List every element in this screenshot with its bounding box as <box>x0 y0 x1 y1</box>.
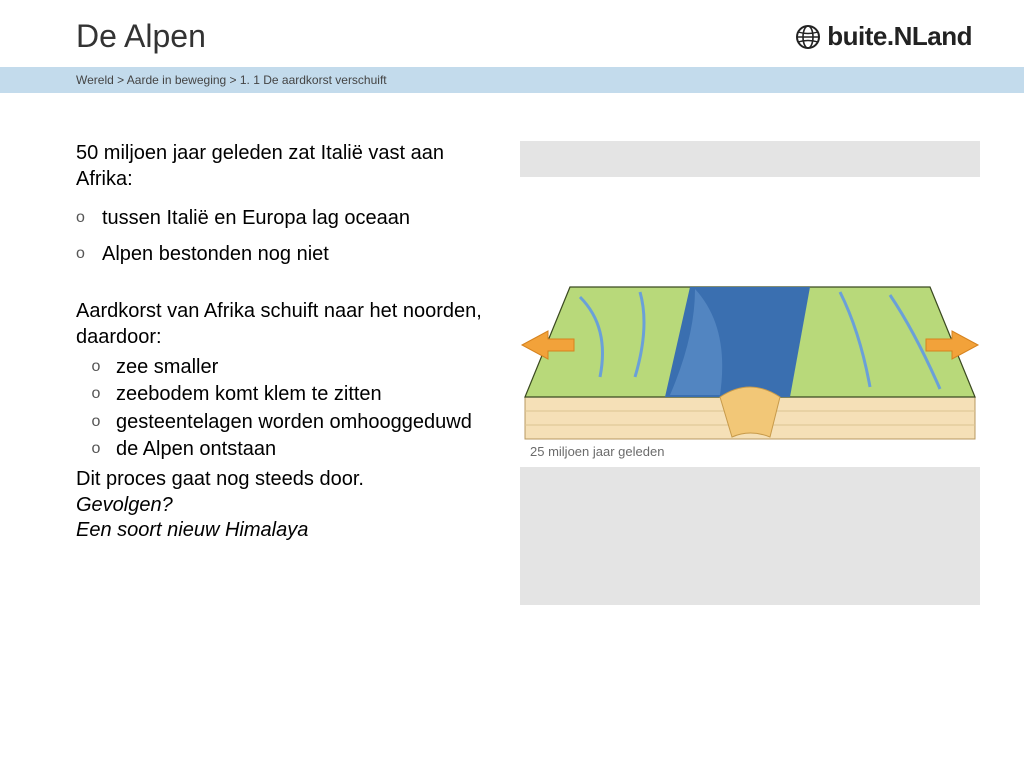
bullet-marker: o <box>76 206 102 228</box>
bullet-text: gesteentelagen worden omhooggeduwd <box>116 410 472 436</box>
bullet-text: de Alpen ontstaan <box>116 437 276 463</box>
image-placeholder <box>520 141 980 177</box>
image-caption: 25 miljoen jaar geleden <box>530 444 664 459</box>
bullet-text: zeebodem komt klem te zitten <box>116 382 382 408</box>
bullet-marker: o <box>76 355 116 377</box>
bullet-marker: o <box>76 410 116 432</box>
list-item: o Alpen bestonden nog niet <box>76 242 496 268</box>
list-item: o zee smaller <box>76 355 496 381</box>
bullet-text: zee smaller <box>116 355 218 381</box>
bullet-list-2: o zee smaller o zeebodem komt klem te zi… <box>76 355 496 463</box>
closing-text: Dit proces gaat nog steeds door. Gevolge… <box>76 467 496 544</box>
page-title: De Alpen <box>76 18 206 55</box>
breadcrumb-text: Wereld > Aarde in beweging > 1. 1 De aar… <box>76 73 387 87</box>
brand: buite.NLand <box>795 21 972 52</box>
closing-line: Een soort nieuw Himalaya <box>76 518 496 544</box>
globe-icon <box>795 24 821 50</box>
list-item: o gesteentelagen worden omhooggeduwd <box>76 410 496 436</box>
paragraph-2: Aardkorst van Afrika schuift naar het no… <box>76 299 496 350</box>
list-item: o tussen Italië en Europa lag oceaan <box>76 206 496 232</box>
text-column: 50 miljoen jaar geleden zat Italië vast … <box>76 141 496 605</box>
bullet-marker: o <box>76 242 102 264</box>
list-item: o zeebodem komt klem te zitten <box>76 382 496 408</box>
bullet-text: Alpen bestonden nog niet <box>102 242 329 268</box>
closing-line: Gevolgen? <box>76 493 496 519</box>
bullet-list-1: o tussen Italië en Europa lag oceaan o A… <box>76 206 496 267</box>
bullet-marker: o <box>76 382 116 404</box>
brand-text: buite.NLand <box>827 21 972 52</box>
breadcrumb: Wereld > Aarde in beweging > 1. 1 De aar… <box>0 67 1024 93</box>
image-column: 25 miljoen jaar geleden <box>520 141 996 605</box>
list-item: o de Alpen ontstaan <box>76 437 496 463</box>
content: 50 miljoen jaar geleden zat Italië vast … <box>0 93 1024 605</box>
bullet-text: tussen Italië en Europa lag oceaan <box>102 206 410 232</box>
header: De Alpen buite.NLand <box>0 0 1024 67</box>
closing-line: Dit proces gaat nog steeds door. <box>76 467 496 493</box>
intro-text: 50 miljoen jaar geleden zat Italië vast … <box>76 141 496 192</box>
geology-diagram: 25 miljoen jaar geleden <box>520 177 980 467</box>
diagram-svg <box>520 177 980 467</box>
image-placeholder <box>520 467 980 605</box>
bullet-marker: o <box>76 437 116 459</box>
